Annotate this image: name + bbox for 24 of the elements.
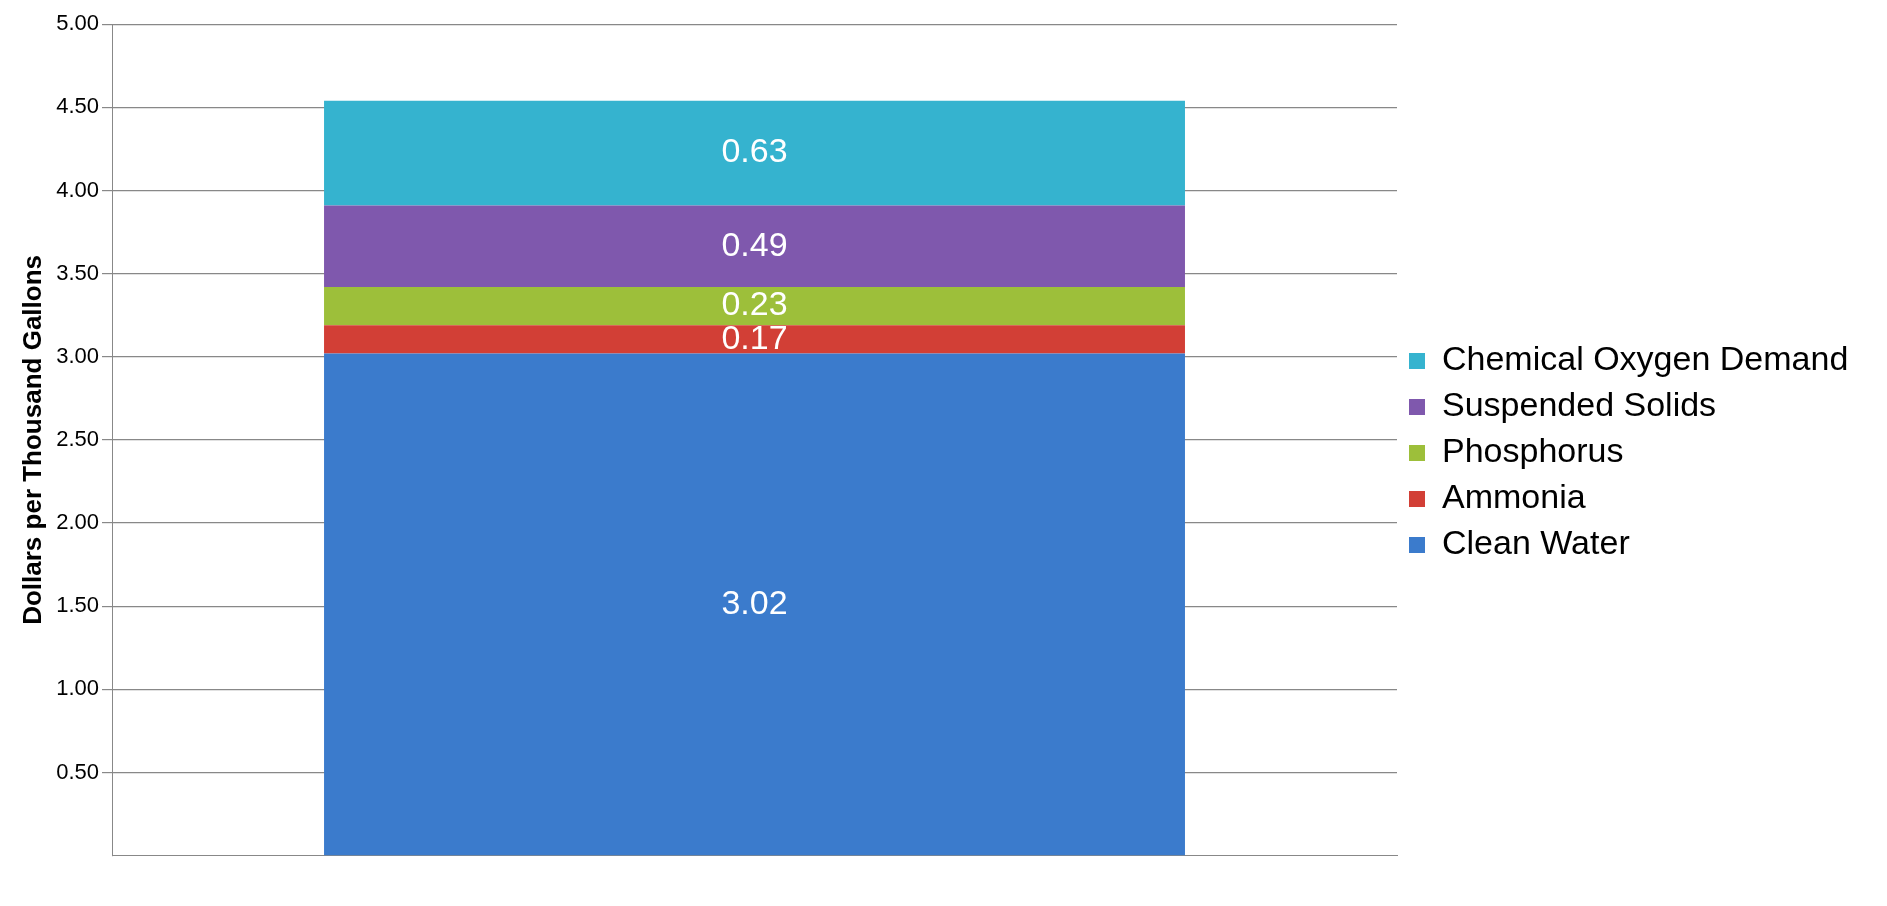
bar xyxy=(324,205,1185,287)
legend-label: Suspended Solids xyxy=(1442,385,1717,424)
y-tick-label: 1.00 xyxy=(56,675,100,701)
y-tick-label: 4.00 xyxy=(56,176,100,202)
data-label: 0.63 xyxy=(721,131,788,170)
data-label: 3.02 xyxy=(721,582,788,621)
legend-label: Ammonia xyxy=(1442,477,1586,516)
y-tick-label: 2.00 xyxy=(56,509,100,535)
y-tick-label: 3.00 xyxy=(56,342,100,368)
legend-label: Phosphorus xyxy=(1442,431,1624,470)
y-tick-label: 3.50 xyxy=(56,259,100,285)
bar xyxy=(324,353,1185,856)
bar xyxy=(324,325,1185,354)
y-tick-label: 0.50 xyxy=(56,758,100,784)
y-tick-label: 1.50 xyxy=(56,592,100,618)
y-tick-label: 4.50 xyxy=(56,93,100,119)
y-tick-label: 5.00 xyxy=(56,10,100,36)
bar xyxy=(324,286,1185,326)
legend-label: Clean Water xyxy=(1442,523,1630,562)
data-label: 0.49 xyxy=(721,224,788,263)
legend-label: Chemical Oxygen Demand xyxy=(1442,339,1849,378)
bar xyxy=(324,100,1185,206)
y-axis-title: Dollars per Thousand Gallons xyxy=(16,254,47,625)
y-tick-label: 2.50 xyxy=(56,425,100,451)
